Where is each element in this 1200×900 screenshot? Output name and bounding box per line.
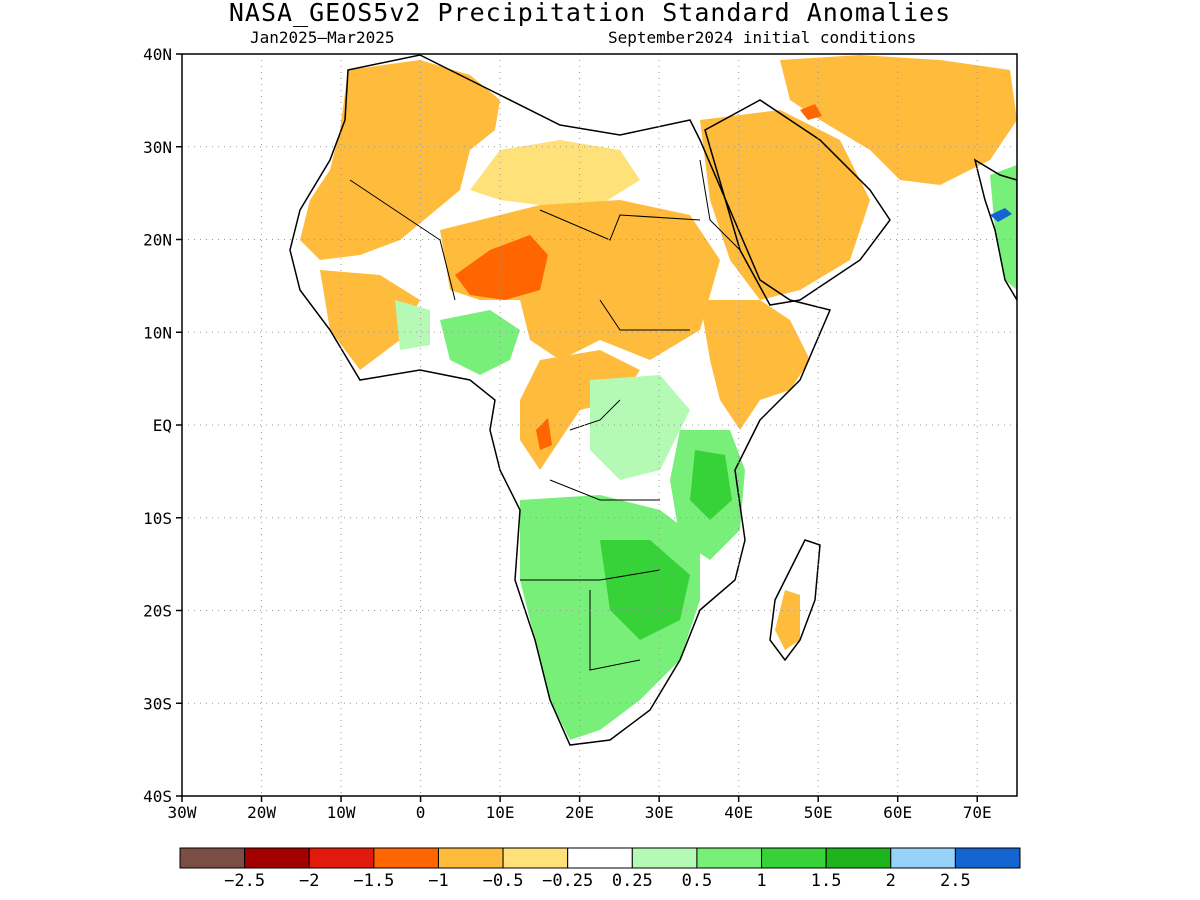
lon-tick-label: 10W <box>327 803 356 822</box>
colorbar-swatch <box>954 847 1021 869</box>
colorbar-label: −2 <box>299 871 319 891</box>
border-line <box>520 569 661 581</box>
lat-tick-label: 30S <box>143 694 172 713</box>
lat-tick-label: 40N <box>143 45 172 64</box>
country-borders <box>349 159 741 671</box>
colorbar-label: 0.5 <box>682 871 713 891</box>
lat-tick-label: 10N <box>143 323 172 342</box>
iran-dry-region <box>780 55 1017 185</box>
west-africa-wet-region <box>440 310 520 375</box>
colorbar-swatch <box>567 847 633 869</box>
kenya-tanzania-strong-wet-region <box>690 450 732 520</box>
ivory-coast-wet-region <box>395 300 430 350</box>
colorbar-swatch <box>244 847 310 869</box>
lon-tick-label: 20E <box>565 803 594 822</box>
colorbar-label: 2.5 <box>940 871 971 891</box>
border-line <box>549 479 660 501</box>
colorbar-label: −0.25 <box>542 871 593 891</box>
colorbar-label: 2 <box>886 871 896 891</box>
lat-tick-label: 20N <box>143 231 172 250</box>
colorbar-label: −1 <box>428 871 448 891</box>
congo-strong-dry-spot <box>536 418 552 450</box>
lon-tick-label: 0 <box>416 803 426 822</box>
forecast-period: Jan2025–Mar2025 <box>250 28 395 47</box>
colorbar-swatch <box>373 847 439 869</box>
lat-tick-label: 20S <box>143 602 172 621</box>
colorbar: −2.5 −2 −1.5 −1 −0.5 −0.25 0.25 0.5 1 1.5 2 2.5 <box>179 847 1021 891</box>
colorbar-swatch <box>308 847 375 869</box>
border-line <box>699 159 741 251</box>
india-coastline <box>973 158 1017 302</box>
colorbar-label: 1 <box>756 871 766 891</box>
border-line <box>599 299 690 331</box>
initial-conditions: September2024 initial conditions <box>608 28 917 47</box>
lon-tick-label: 40E <box>724 803 753 822</box>
gridlines <box>182 54 1017 796</box>
coastlines <box>289 54 1017 746</box>
lat-tick-label: 30N <box>143 138 172 157</box>
sahara-weak-dry-region <box>470 140 640 205</box>
lon-tick-label: 70E <box>963 803 992 822</box>
colorbar-label: 1.5 <box>811 871 842 891</box>
north-africa-dry-region <box>300 60 500 260</box>
colorbar-swatch <box>696 847 763 869</box>
congo-wet-region <box>590 375 690 480</box>
horn-of-africa-dry-region <box>700 300 810 430</box>
map-title: NASA_GEOS5v2 Precipitation Standard Anom… <box>228 0 952 27</box>
colorbar-label: 0.25 <box>612 871 653 891</box>
colorbar-label: −2.5 <box>224 871 265 891</box>
border-line <box>589 590 641 671</box>
arabia-coastline <box>704 99 891 306</box>
lat-tick-label: 10S <box>143 509 172 528</box>
lat-tick-label: 40S <box>143 787 172 806</box>
iran-strong-dry-spot <box>800 104 822 120</box>
africa-coastline <box>289 54 832 746</box>
colorbar-swatch <box>179 847 246 869</box>
anomaly-fields <box>300 55 1017 740</box>
west-coast-dry-region <box>320 270 420 370</box>
india-wet-region <box>990 165 1017 290</box>
colorbar-label: −0.5 <box>483 871 524 891</box>
lon-tick-label: 50E <box>804 803 833 822</box>
colorbar-swatch <box>825 847 892 869</box>
border-line <box>539 209 701 241</box>
lon-tick-label: 30W <box>168 803 197 822</box>
colorbar-swatch <box>761 847 827 869</box>
colorbar-label: −1.5 <box>353 871 394 891</box>
southern-africa-strong-wet-region <box>600 540 690 640</box>
lon-tick-label: 10E <box>486 803 515 822</box>
arabia-dry-region <box>700 110 870 300</box>
chad-niger-strong-dry-region <box>455 235 548 300</box>
lon-tick-label: 30E <box>645 803 674 822</box>
colorbar-swatch <box>631 847 698 869</box>
colorbar-swatch <box>502 847 569 869</box>
madagascar-dry-region <box>775 590 800 650</box>
lon-tick-label: 20W <box>247 803 276 822</box>
lon-tick-label: 60E <box>883 803 912 822</box>
india-very-wet-spot <box>990 208 1012 222</box>
colorbar-swatch <box>890 847 956 869</box>
colorbar-swatch <box>437 847 504 869</box>
madagascar-coastline <box>769 539 821 662</box>
lat-tick-label: EQ <box>153 416 172 435</box>
